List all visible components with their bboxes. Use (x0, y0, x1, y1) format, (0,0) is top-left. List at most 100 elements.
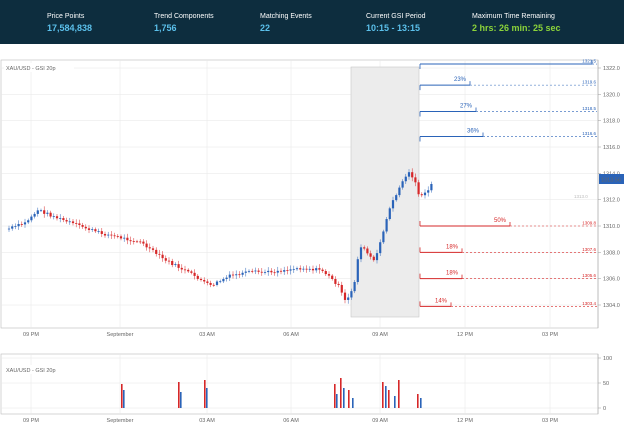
candle-body (366, 248, 369, 254)
candle-body (231, 274, 235, 276)
y-tick-label: 1304.0 (603, 303, 620, 309)
stat-label: Matching Events (260, 13, 312, 20)
candle-body (91, 229, 94, 230)
candle-body (363, 247, 366, 249)
candle-body (81, 225, 84, 227)
candle-body (308, 268, 311, 270)
stat-current-gsi-period: Current GSI Period 10:15 - 13:15 (366, 13, 426, 33)
reference-price-label: 1313.0 (574, 194, 588, 199)
stat-max-time-remaining: Maximum Time Remaining 2 hrs: 26 min: 25… (472, 13, 561, 33)
candle-body (315, 268, 318, 271)
sub-x-tick-label: 09 PM (23, 418, 39, 424)
candle-body (305, 268, 308, 270)
candle-body (215, 281, 219, 285)
candle-body (417, 182, 420, 195)
candle-body (295, 268, 299, 270)
event-bar (388, 390, 390, 408)
level-price-label: 1318.5 (582, 106, 596, 111)
sub-title-bg (4, 365, 74, 374)
event-bar (352, 398, 354, 408)
event-bar (420, 398, 422, 408)
candle-body (107, 234, 110, 236)
candle-body (385, 219, 388, 232)
candle-body (65, 220, 68, 222)
candle-body (238, 274, 241, 276)
y-tick-label: 1318.0 (603, 119, 620, 125)
level-percentage: 23% (454, 77, 467, 83)
candle-body (257, 270, 260, 272)
event-bar (204, 380, 206, 408)
level-percentage: 14% (435, 298, 448, 304)
candle-body (203, 279, 206, 282)
current-price-badge (599, 174, 624, 184)
candle-body (126, 237, 129, 241)
candle-body (196, 275, 199, 279)
candle-body (324, 271, 327, 275)
x-tick-label: 03 PM (542, 332, 558, 338)
candle-body (343, 292, 347, 300)
candle-body (171, 261, 174, 266)
candle-body (251, 270, 254, 272)
candle-body (113, 235, 116, 237)
y-tick-label: 1316.0 (603, 145, 620, 151)
event-bar (180, 392, 182, 408)
candle-body (411, 172, 414, 178)
candle-body (311, 268, 315, 271)
candle-body (369, 253, 372, 257)
candle-body (356, 259, 359, 282)
candle-body (372, 256, 375, 261)
candle-body (235, 274, 238, 276)
level-percentage: 50% (494, 218, 507, 224)
projection-levels: 1321.5 23% 1319.6 27% 1318.5 36% 1316.6 50% 1309… (419, 59, 597, 307)
candle-body (36, 210, 39, 214)
x-tick-label: 12 PM (457, 332, 473, 338)
candle-body (388, 208, 391, 220)
sub-x-axis-ticks: 09 PM September 03 AM 06 AM 09 AM 12 PM 03 PM (23, 418, 558, 424)
candle-body (395, 195, 398, 201)
candle-body (302, 268, 305, 270)
level-price-label: 1321.5 (582, 59, 596, 64)
event-bar (121, 384, 123, 408)
candle-body (17, 223, 20, 227)
candle-body (52, 216, 55, 218)
candle-body (247, 270, 251, 272)
event-bar (340, 378, 342, 408)
level-percentage: 18% (446, 271, 459, 277)
y-tick-label: 1322.0 (603, 66, 620, 72)
candle-body (206, 281, 209, 283)
candle-body (23, 222, 27, 225)
stat-value: 22 (260, 23, 271, 33)
price-chart[interactable]: 1321.5 23% 1319.6 27% 1318.5 36% 1316.6 50% 1309… (0, 44, 624, 344)
gsi-event-chart[interactable]: 100 50 0 09 PM September 03 AM 06 AM 09 AM 12 P… (0, 350, 624, 430)
candle-body (177, 264, 180, 268)
sub-chart-title: XAU/USD - GSI 20p (6, 368, 56, 374)
candle-body (423, 192, 427, 196)
gsi-period-highlight (350, 66, 420, 318)
sub-plot-area (0, 353, 599, 415)
candle-body (212, 284, 215, 286)
event-bar (417, 394, 419, 408)
level-price-label: 1307.6 (582, 247, 596, 252)
y-tick-label: 1306.0 (603, 277, 620, 283)
stats-header: Price Points 17,584,838 Trend Components… (0, 0, 624, 44)
candle-body (183, 269, 187, 271)
candlesticks (7, 168, 433, 304)
plot-area (0, 59, 599, 329)
candle-body (222, 279, 225, 282)
candle-body (116, 236, 119, 237)
candle-body (30, 216, 33, 221)
level-price-label: 1316.6 (582, 131, 596, 136)
candle-body (135, 241, 139, 243)
candle-body (283, 270, 286, 272)
candle-body (398, 187, 401, 196)
sub-x-tick-label: 09 AM (372, 418, 388, 424)
stat-trend-components: Trend Components 1,756 (154, 13, 214, 33)
candle-body (404, 176, 407, 182)
candle-body (279, 270, 283, 272)
candle-body (254, 270, 257, 272)
candle-body (199, 278, 203, 280)
sub-y-axis-ticks: 100 50 0 (598, 356, 612, 412)
candle-body (430, 183, 433, 191)
candle-body (209, 282, 212, 285)
candle-body (145, 243, 148, 248)
